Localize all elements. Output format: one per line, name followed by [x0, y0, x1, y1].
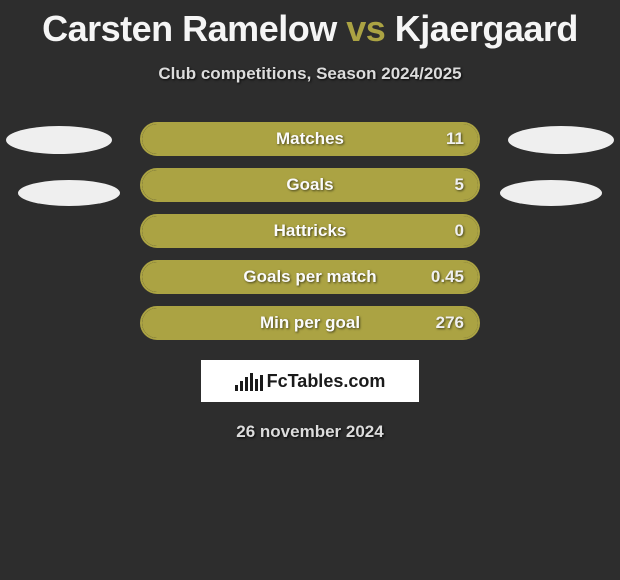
- stat-row-goals-per-match: Goals per match 0.45: [140, 260, 480, 294]
- stat-label: Goals per match: [243, 267, 376, 287]
- logo-text: FcTables.com: [267, 371, 386, 392]
- stat-label: Matches: [276, 129, 344, 149]
- stat-row-matches: Matches 11: [140, 122, 480, 156]
- logo-bars-icon: [235, 371, 263, 391]
- stat-value: 276: [436, 313, 464, 333]
- player2-name: Kjaergaard: [395, 8, 578, 49]
- stat-label: Goals: [286, 175, 333, 195]
- stat-value: 5: [455, 175, 464, 195]
- stat-row-min-per-goal: Min per goal 276: [140, 306, 480, 340]
- player2-avatar-placeholder-2: [500, 180, 602, 206]
- subtitle: Club competitions, Season 2024/2025: [0, 64, 620, 84]
- player1-name: Carsten Ramelow: [42, 8, 337, 49]
- source-logo-box: FcTables.com: [201, 360, 419, 402]
- stat-value: 0.45: [431, 267, 464, 287]
- player1-avatar-placeholder-2: [18, 180, 120, 206]
- source-logo: FcTables.com: [235, 371, 386, 392]
- stat-value: 11: [446, 129, 464, 149]
- stat-row-goals: Goals 5: [140, 168, 480, 202]
- stat-row-hattricks: Hattricks 0: [140, 214, 480, 248]
- vs-text: vs: [346, 8, 385, 49]
- player2-avatar-placeholder-1: [508, 126, 614, 154]
- comparison-area: Matches 11 Goals 5 Hattricks 0 Goals per…: [0, 122, 620, 340]
- stat-label: Min per goal: [260, 313, 360, 333]
- comparison-title: Carsten Ramelow vs Kjaergaard: [0, 0, 620, 50]
- player1-avatar-placeholder-1: [6, 126, 112, 154]
- stat-label: Hattricks: [274, 221, 347, 241]
- date-text: 26 november 2024: [0, 422, 620, 442]
- stat-value: 0: [455, 221, 464, 241]
